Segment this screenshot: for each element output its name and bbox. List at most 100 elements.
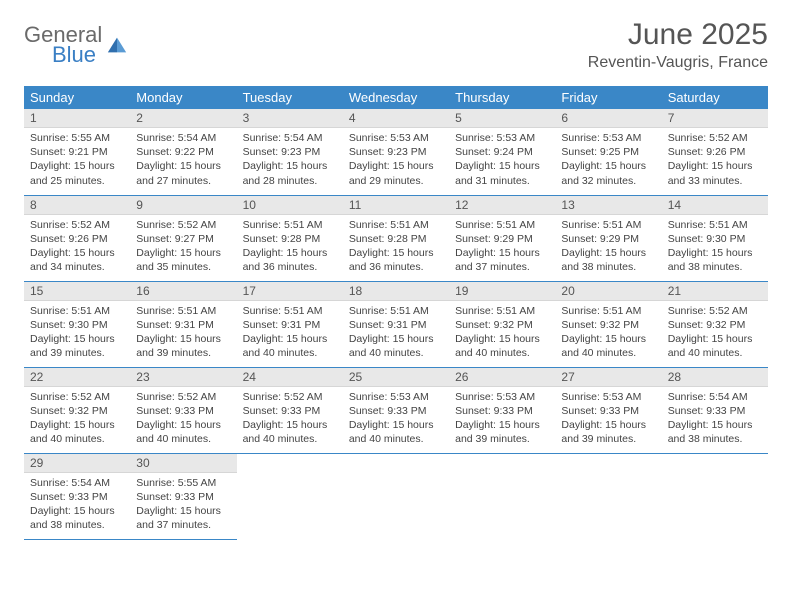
day-details: Sunrise: 5:53 AMSunset: 9:33 PMDaylight:… (449, 387, 555, 453)
day-number: 6 (555, 109, 661, 128)
day-details: Sunrise: 5:53 AMSunset: 9:24 PMDaylight:… (449, 128, 555, 194)
day-number: 11 (343, 196, 449, 215)
calendar-cell: 15Sunrise: 5:51 AMSunset: 9:30 PMDayligh… (24, 281, 130, 367)
calendar-cell: 29Sunrise: 5:54 AMSunset: 9:33 PMDayligh… (24, 453, 130, 539)
day-number: 19 (449, 282, 555, 301)
calendar-cell: 25Sunrise: 5:53 AMSunset: 9:33 PMDayligh… (343, 367, 449, 453)
weekday-header: Sunday (24, 86, 130, 109)
calendar-cell (343, 453, 449, 539)
weekday-header: Monday (130, 86, 236, 109)
calendar-cell: 4Sunrise: 5:53 AMSunset: 9:23 PMDaylight… (343, 109, 449, 195)
day-number: 4 (343, 109, 449, 128)
logo: General Blue (24, 24, 128, 66)
calendar-cell: 23Sunrise: 5:52 AMSunset: 9:33 PMDayligh… (130, 367, 236, 453)
calendar-cell: 26Sunrise: 5:53 AMSunset: 9:33 PMDayligh… (449, 367, 555, 453)
day-details: Sunrise: 5:52 AMSunset: 9:33 PMDaylight:… (237, 387, 343, 453)
day-number: 24 (237, 368, 343, 387)
day-details: Sunrise: 5:54 AMSunset: 9:33 PMDaylight:… (662, 387, 768, 453)
day-details: Sunrise: 5:52 AMSunset: 9:26 PMDaylight:… (662, 128, 768, 194)
calendar-cell: 30Sunrise: 5:55 AMSunset: 9:33 PMDayligh… (130, 453, 236, 539)
calendar-week-row: 8Sunrise: 5:52 AMSunset: 9:26 PMDaylight… (24, 195, 768, 281)
calendar-cell: 14Sunrise: 5:51 AMSunset: 9:30 PMDayligh… (662, 195, 768, 281)
day-number: 14 (662, 196, 768, 215)
day-number: 16 (130, 282, 236, 301)
weekday-header: Saturday (662, 86, 768, 109)
calendar-cell: 16Sunrise: 5:51 AMSunset: 9:31 PMDayligh… (130, 281, 236, 367)
day-details: Sunrise: 5:51 AMSunset: 9:28 PMDaylight:… (343, 215, 449, 281)
day-number: 26 (449, 368, 555, 387)
day-number: 18 (343, 282, 449, 301)
day-number: 5 (449, 109, 555, 128)
calendar-cell: 6Sunrise: 5:53 AMSunset: 9:25 PMDaylight… (555, 109, 661, 195)
day-number: 20 (555, 282, 661, 301)
day-details: Sunrise: 5:53 AMSunset: 9:33 PMDaylight:… (555, 387, 661, 453)
day-details: Sunrise: 5:53 AMSunset: 9:33 PMDaylight:… (343, 387, 449, 453)
day-details: Sunrise: 5:51 AMSunset: 9:29 PMDaylight:… (555, 215, 661, 281)
calendar-cell: 17Sunrise: 5:51 AMSunset: 9:31 PMDayligh… (237, 281, 343, 367)
calendar-week-row: 22Sunrise: 5:52 AMSunset: 9:32 PMDayligh… (24, 367, 768, 453)
day-details: Sunrise: 5:54 AMSunset: 9:22 PMDaylight:… (130, 128, 236, 194)
calendar-cell (555, 453, 661, 539)
calendar-cell: 9Sunrise: 5:52 AMSunset: 9:27 PMDaylight… (130, 195, 236, 281)
location: Reventin-Vaugris, France (588, 54, 768, 72)
weekday-header: Tuesday (237, 86, 343, 109)
day-details: Sunrise: 5:51 AMSunset: 9:29 PMDaylight:… (449, 215, 555, 281)
day-number: 12 (449, 196, 555, 215)
day-details: Sunrise: 5:52 AMSunset: 9:32 PMDaylight:… (24, 387, 130, 453)
day-details: Sunrise: 5:51 AMSunset: 9:31 PMDaylight:… (237, 301, 343, 367)
calendar-cell: 28Sunrise: 5:54 AMSunset: 9:33 PMDayligh… (662, 367, 768, 453)
day-details: Sunrise: 5:55 AMSunset: 9:33 PMDaylight:… (130, 473, 236, 539)
day-number: 15 (24, 282, 130, 301)
day-number: 17 (237, 282, 343, 301)
day-details: Sunrise: 5:54 AMSunset: 9:33 PMDaylight:… (24, 473, 130, 539)
calendar-cell: 7Sunrise: 5:52 AMSunset: 9:26 PMDaylight… (662, 109, 768, 195)
weekday-header: Thursday (449, 86, 555, 109)
day-details: Sunrise: 5:51 AMSunset: 9:28 PMDaylight:… (237, 215, 343, 281)
calendar-cell: 18Sunrise: 5:51 AMSunset: 9:31 PMDayligh… (343, 281, 449, 367)
day-number: 22 (24, 368, 130, 387)
day-details: Sunrise: 5:51 AMSunset: 9:31 PMDaylight:… (343, 301, 449, 367)
calendar-cell: 11Sunrise: 5:51 AMSunset: 9:28 PMDayligh… (343, 195, 449, 281)
calendar-cell: 8Sunrise: 5:52 AMSunset: 9:26 PMDaylight… (24, 195, 130, 281)
day-number: 30 (130, 454, 236, 473)
day-number: 27 (555, 368, 661, 387)
day-number: 1 (24, 109, 130, 128)
day-details: Sunrise: 5:52 AMSunset: 9:32 PMDaylight:… (662, 301, 768, 367)
logo-text-blue: Blue (52, 44, 102, 66)
calendar-week-row: 15Sunrise: 5:51 AMSunset: 9:30 PMDayligh… (24, 281, 768, 367)
day-details: Sunrise: 5:51 AMSunset: 9:31 PMDaylight:… (130, 301, 236, 367)
calendar-cell: 19Sunrise: 5:51 AMSunset: 9:32 PMDayligh… (449, 281, 555, 367)
day-number: 8 (24, 196, 130, 215)
calendar-cell: 2Sunrise: 5:54 AMSunset: 9:22 PMDaylight… (130, 109, 236, 195)
calendar-table: Sunday Monday Tuesday Wednesday Thursday… (24, 86, 768, 540)
calendar-cell: 1Sunrise: 5:55 AMSunset: 9:21 PMDaylight… (24, 109, 130, 195)
day-details: Sunrise: 5:51 AMSunset: 9:32 PMDaylight:… (449, 301, 555, 367)
weekday-header-row: Sunday Monday Tuesday Wednesday Thursday… (24, 86, 768, 109)
day-details: Sunrise: 5:51 AMSunset: 9:30 PMDaylight:… (662, 215, 768, 281)
weekday-header: Friday (555, 86, 661, 109)
day-details: Sunrise: 5:53 AMSunset: 9:25 PMDaylight:… (555, 128, 661, 194)
day-details: Sunrise: 5:54 AMSunset: 9:23 PMDaylight:… (237, 128, 343, 194)
day-details: Sunrise: 5:52 AMSunset: 9:33 PMDaylight:… (130, 387, 236, 453)
month-title: June 2025 (588, 18, 768, 52)
day-details: Sunrise: 5:51 AMSunset: 9:30 PMDaylight:… (24, 301, 130, 367)
day-details: Sunrise: 5:53 AMSunset: 9:23 PMDaylight:… (343, 128, 449, 194)
day-number: 28 (662, 368, 768, 387)
calendar-cell: 3Sunrise: 5:54 AMSunset: 9:23 PMDaylight… (237, 109, 343, 195)
day-number: 9 (130, 196, 236, 215)
calendar-cell: 12Sunrise: 5:51 AMSunset: 9:29 PMDayligh… (449, 195, 555, 281)
day-number: 7 (662, 109, 768, 128)
logo-mark-icon (106, 34, 128, 56)
day-details: Sunrise: 5:52 AMSunset: 9:26 PMDaylight:… (24, 215, 130, 281)
day-number: 13 (555, 196, 661, 215)
calendar-cell: 27Sunrise: 5:53 AMSunset: 9:33 PMDayligh… (555, 367, 661, 453)
calendar-cell (449, 453, 555, 539)
day-number: 25 (343, 368, 449, 387)
calendar-week-row: 1Sunrise: 5:55 AMSunset: 9:21 PMDaylight… (24, 109, 768, 195)
day-details: Sunrise: 5:52 AMSunset: 9:27 PMDaylight:… (130, 215, 236, 281)
day-number: 23 (130, 368, 236, 387)
day-details: Sunrise: 5:51 AMSunset: 9:32 PMDaylight:… (555, 301, 661, 367)
day-number: 2 (130, 109, 236, 128)
calendar-week-row: 29Sunrise: 5:54 AMSunset: 9:33 PMDayligh… (24, 453, 768, 539)
calendar-cell (237, 453, 343, 539)
